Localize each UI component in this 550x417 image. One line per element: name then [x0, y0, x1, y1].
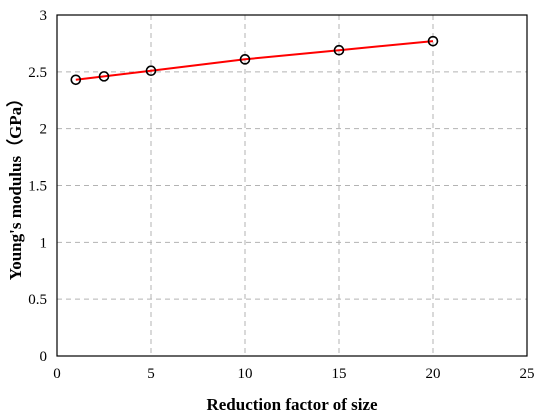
x-tick-label: 10	[238, 366, 253, 382]
x-tick-label: 20	[426, 366, 441, 382]
y-tick-label: 1	[40, 235, 48, 251]
gridlines	[57, 15, 527, 356]
data-point	[333, 44, 345, 56]
x-axis-tick-labels: 0 5 10 15 20 25	[53, 366, 534, 382]
series-line	[75, 40, 434, 81]
data-point	[98, 71, 110, 82]
y-axis-tick-labels: 0 0.5 1 1.5 2 2.5 3	[28, 8, 47, 365]
y-tick-label: 1.5	[28, 179, 47, 195]
x-tick-label: 5	[147, 366, 155, 382]
y-tick-label: 3	[40, 8, 48, 24]
x-axis-title: Reduction factor of size	[206, 395, 378, 414]
y-tick-label: 2.5	[28, 65, 47, 81]
data-point	[239, 54, 251, 65]
x-tick-label: 25	[520, 366, 535, 382]
y-tick-label: 0	[40, 349, 48, 365]
y-tick-label: 2	[40, 122, 48, 138]
data-point	[70, 74, 82, 86]
y-tick-label: 0.5	[28, 292, 47, 308]
y-axis-title: Young's modulus（GPa）	[5, 90, 25, 280]
plot-area-frame	[56, 14, 528, 357]
x-tick-label: 0	[53, 366, 61, 382]
data-point	[427, 35, 439, 47]
x-tick-label: 15	[332, 366, 347, 382]
data-point	[145, 65, 157, 76]
series-layer	[70, 35, 439, 86]
